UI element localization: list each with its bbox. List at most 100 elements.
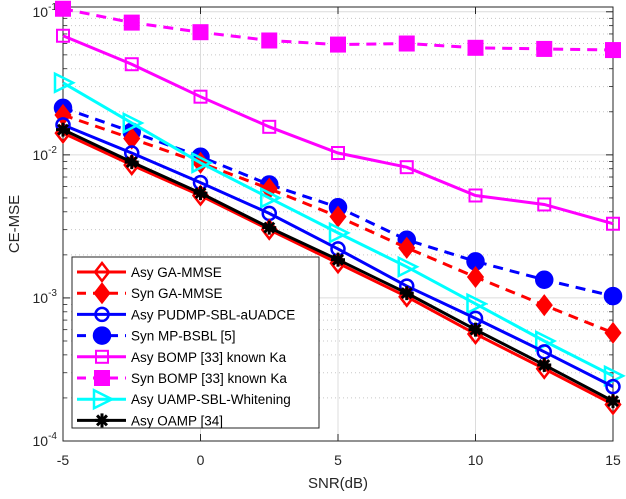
asterisk-marker xyxy=(537,357,552,372)
asterisk-stroke xyxy=(194,187,207,200)
asterisk-marker xyxy=(56,122,70,137)
x-tick-label: 15 xyxy=(605,452,621,468)
square-marker xyxy=(536,40,553,57)
series-syn-bomp-33-known-ka xyxy=(55,0,621,59)
y-tick-base: 10 xyxy=(33,290,49,306)
y-tick-exponent: -1 xyxy=(48,2,57,13)
y-tick-exponent: -3 xyxy=(48,288,57,299)
legend-label: Asy PUDMP-SBL-aUADCE xyxy=(131,307,295,322)
x-tick-label: 0 xyxy=(197,452,205,468)
y-tick-label: 10-3 xyxy=(33,288,58,306)
asterisk-stroke xyxy=(538,358,551,371)
y-tick-label: 10-2 xyxy=(33,145,58,163)
circle-marker xyxy=(605,378,621,395)
square-marker xyxy=(330,36,346,53)
asterisk-stroke xyxy=(125,156,138,169)
asterisk-marker xyxy=(331,252,345,267)
square-marker xyxy=(55,0,71,17)
x-axis-label: SNR(dB) xyxy=(308,475,368,492)
y-tick-base: 10 xyxy=(33,4,49,20)
square-marker xyxy=(95,349,109,364)
square-marker xyxy=(331,146,345,161)
legend: Asy GA-MMSE Syn GA-MMSE Asy PUDMP-SBL-aUAD… xyxy=(71,256,320,429)
triangle-marker xyxy=(92,388,115,411)
triangle-marker xyxy=(122,111,145,135)
legend-item: Syn GA-MMSE xyxy=(77,282,223,305)
circle-marker xyxy=(603,286,623,306)
square-marker xyxy=(123,14,140,31)
diamond-marker xyxy=(398,236,416,259)
diamond-marker xyxy=(329,205,347,228)
series-asy-uamp-sbl-whitening xyxy=(53,71,626,387)
triangle-marker xyxy=(328,221,351,244)
y-axis-label: CE-MSE xyxy=(6,195,23,253)
x-tick-label: 5 xyxy=(334,452,342,468)
asterisk-marker xyxy=(124,155,139,170)
asterisk-marker xyxy=(468,322,483,337)
asterisk-marker xyxy=(399,286,414,301)
triangle-marker xyxy=(466,292,489,315)
circle-marker xyxy=(92,326,112,345)
square-marker xyxy=(94,370,110,386)
legend-label: Syn BOMP [33] known Ka xyxy=(131,371,287,386)
legend-item: Asy BOMP [33] known Ka xyxy=(77,349,287,365)
series-line xyxy=(62,81,614,378)
square-marker xyxy=(468,188,483,203)
legend-item: Asy PUDMP-SBL-aUADCE xyxy=(77,306,295,323)
legend-label: Asy UAMP-SBL-Whitening xyxy=(131,392,291,407)
legend-label: Asy GA-MMSE xyxy=(131,265,222,280)
asterisk-stroke xyxy=(331,253,345,266)
y-tick-exponent: -4 xyxy=(48,431,57,442)
legend-label: Asy OAMP [34] xyxy=(131,413,223,428)
square-marker xyxy=(537,197,552,212)
x-tick-label: 10 xyxy=(468,452,484,468)
y-tick-base: 10 xyxy=(33,147,49,163)
asterisk-stroke xyxy=(95,414,109,427)
x-tick-label: -5 xyxy=(57,452,70,468)
y-tick-exponent: -2 xyxy=(48,145,57,156)
diamond-marker xyxy=(93,260,111,284)
square-marker xyxy=(399,160,414,175)
asterisk-stroke xyxy=(469,323,482,336)
asterisk-stroke xyxy=(56,123,70,136)
triangle-marker xyxy=(260,186,283,209)
asterisk-stroke xyxy=(263,221,276,234)
diamond-marker xyxy=(93,282,111,305)
legend-item: Syn BOMP [33] known Ka xyxy=(77,370,287,386)
legend-item: Asy OAMP [34] xyxy=(77,413,223,428)
legend-label: Syn MP-BSBL [5] xyxy=(131,329,236,344)
square-marker xyxy=(605,42,621,59)
y-tick-label: 10-4 xyxy=(33,431,58,449)
asterisk-stroke xyxy=(400,287,413,300)
triangle-marker xyxy=(191,151,214,174)
triangle-marker xyxy=(53,71,76,94)
legend-label: Syn GA-MMSE xyxy=(131,286,223,301)
diamond-marker xyxy=(466,265,485,289)
circle-marker xyxy=(94,306,110,323)
square-marker xyxy=(606,216,620,231)
square-marker xyxy=(261,32,278,49)
series-line xyxy=(62,34,614,226)
legend-item: Asy GA-MMSE xyxy=(77,260,222,284)
y-tick-label: 10-1 xyxy=(33,2,58,20)
legend-item: Asy UAMP-SBL-Whitening xyxy=(77,388,291,411)
series-line xyxy=(62,123,614,388)
square-marker xyxy=(193,89,208,104)
legend-label: Asy BOMP [33] known Ka xyxy=(131,350,287,365)
asterisk-stroke xyxy=(606,395,620,408)
asterisk-marker xyxy=(606,394,620,409)
triangle-marker xyxy=(397,255,420,278)
circle-marker xyxy=(535,270,554,289)
plot-frame xyxy=(62,6,614,442)
square-marker xyxy=(56,28,70,43)
asterisk-marker xyxy=(193,186,208,201)
square-marker xyxy=(192,24,209,41)
y-tick-base: 10 xyxy=(33,433,49,449)
square-marker xyxy=(262,119,277,134)
square-marker xyxy=(124,57,139,72)
series-asy-oamp-34- xyxy=(56,122,620,409)
diamond-marker xyxy=(535,294,553,317)
asterisk-marker xyxy=(95,413,109,428)
